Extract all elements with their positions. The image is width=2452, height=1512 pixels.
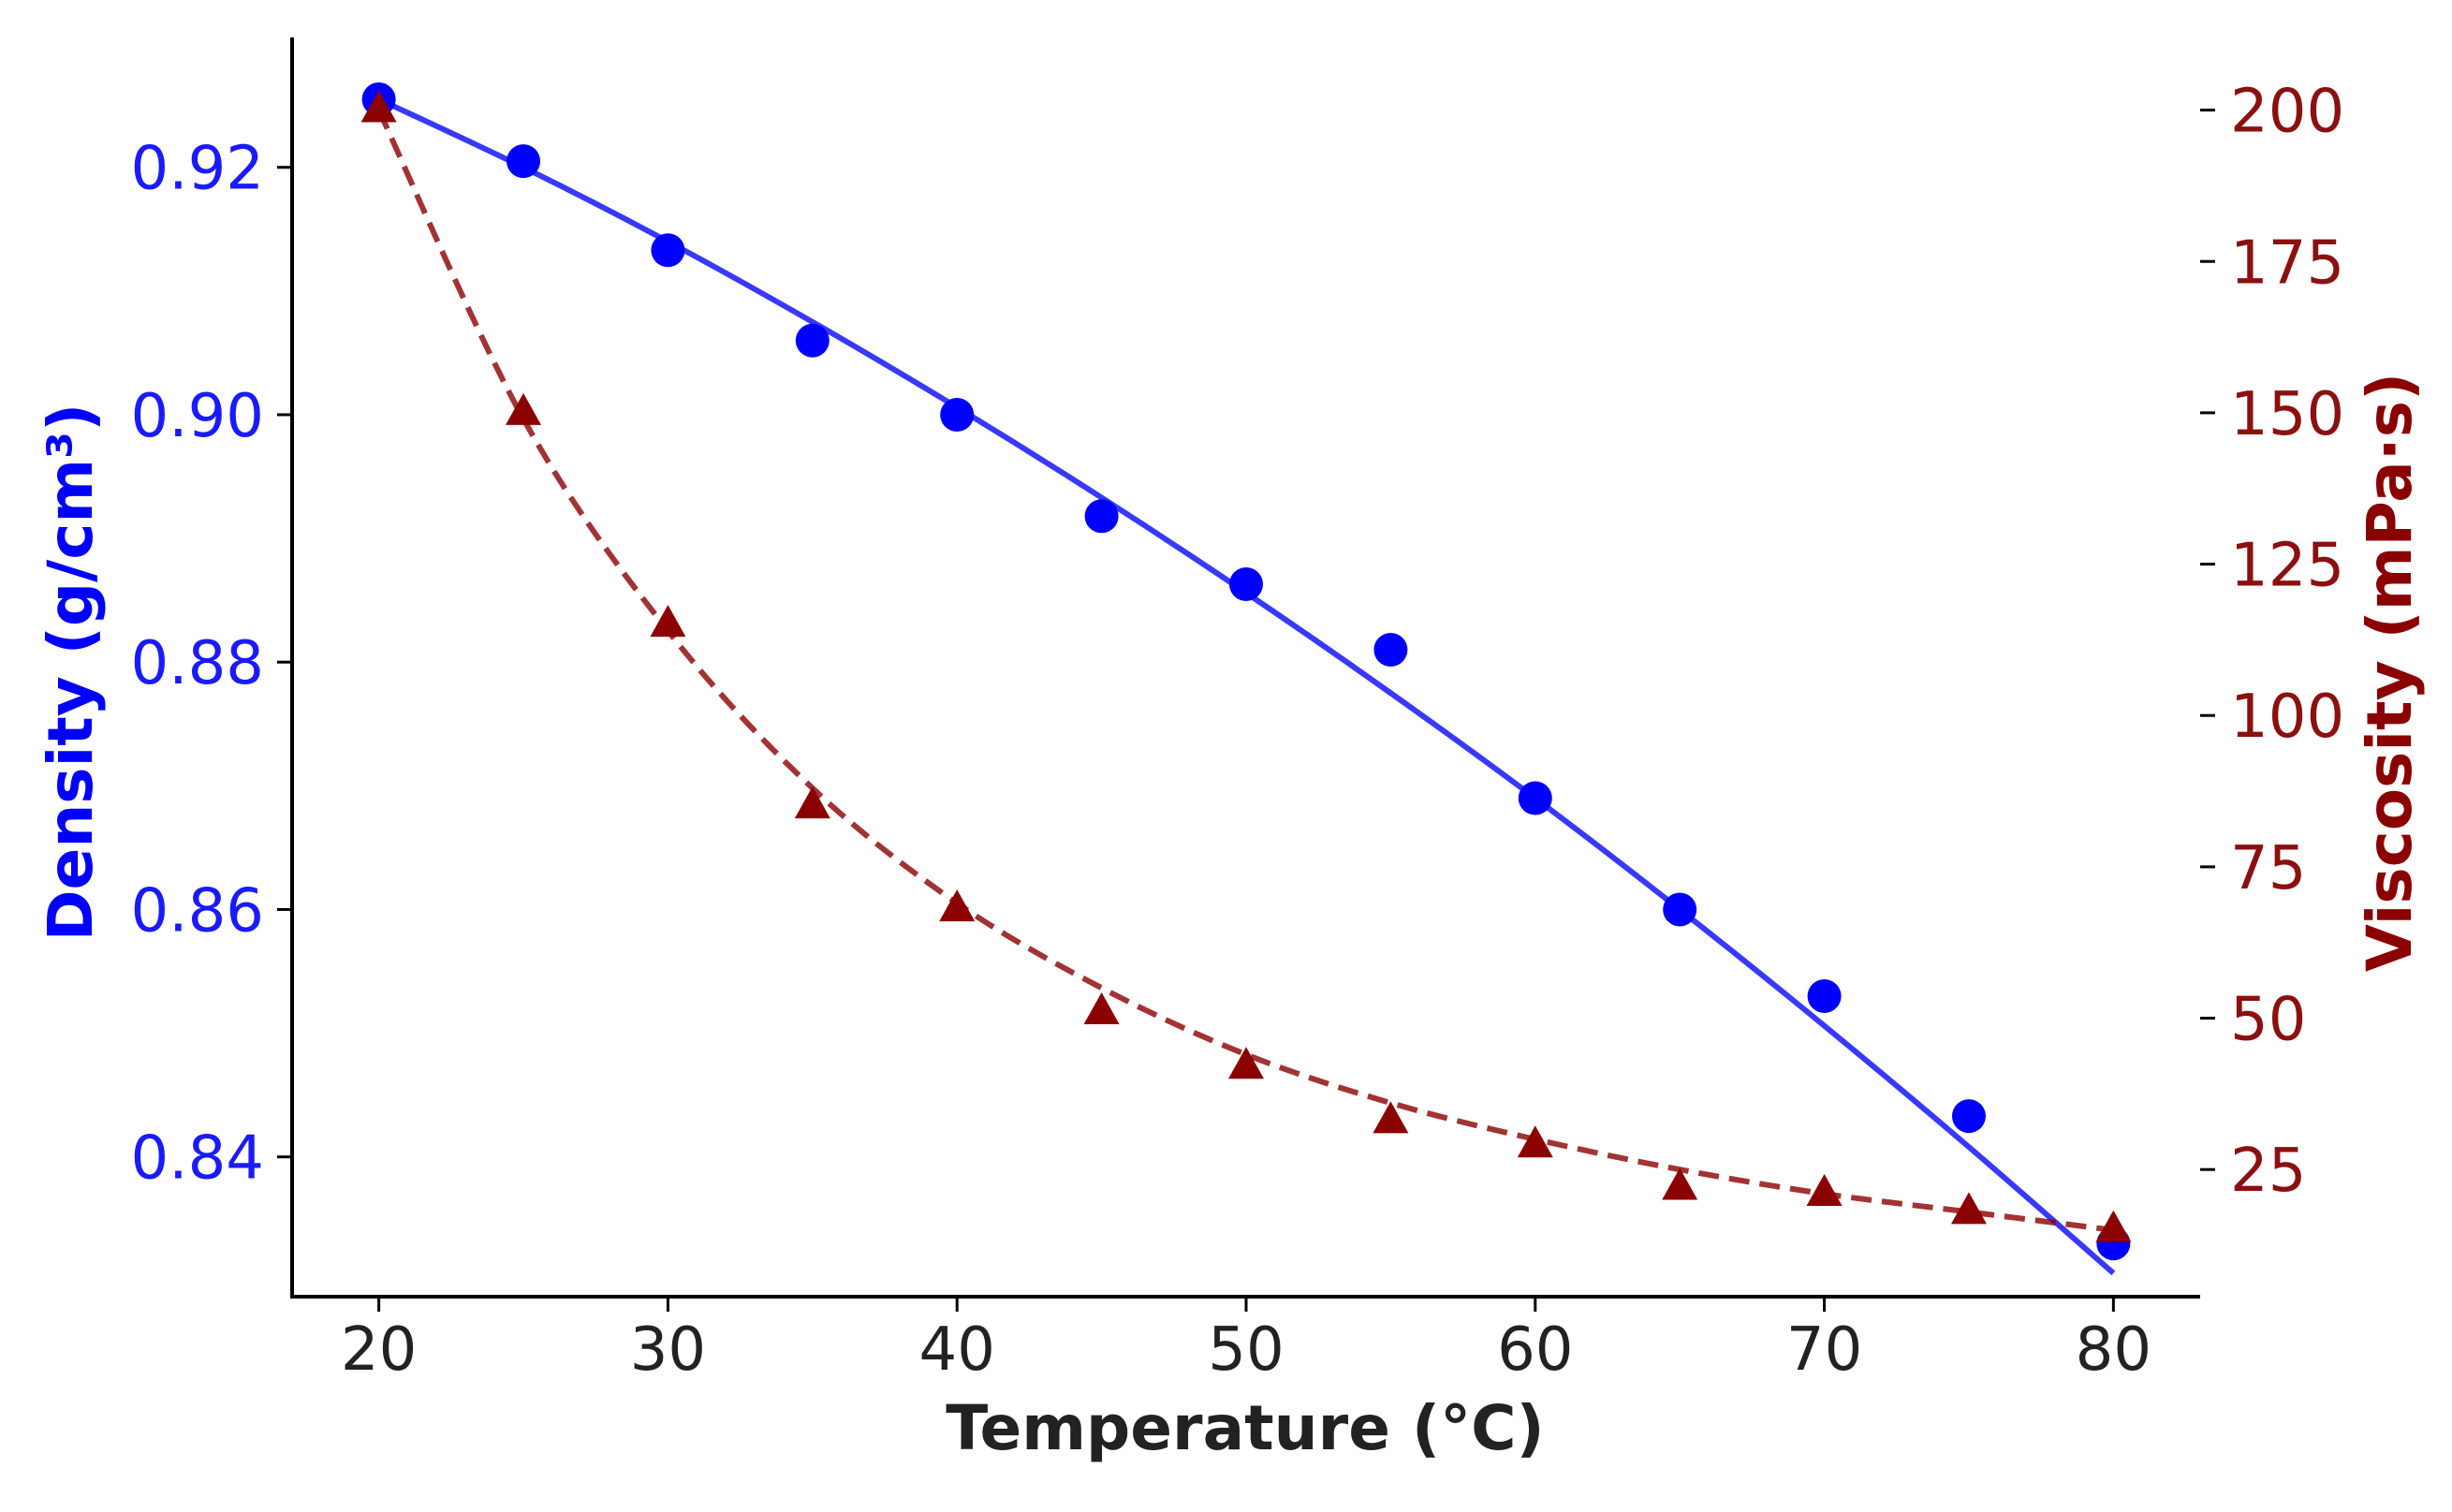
- right-tick-label: 50: [2230, 986, 2306, 1055]
- viscosity-point: [1806, 1173, 1843, 1206]
- viscosity-point: [360, 90, 397, 123]
- viscosity-point: [1228, 1047, 1264, 1079]
- left-tick-label: 0.90: [131, 382, 265, 451]
- right-tick-label: 175: [2230, 228, 2344, 298]
- right-tick-label: 200: [2230, 78, 2344, 147]
- density-point: [940, 397, 975, 432]
- x-tick-label: 30: [630, 1315, 706, 1385]
- x-axis-title: Temperature (°C): [946, 1392, 1544, 1464]
- right-tick-label: 100: [2230, 683, 2344, 752]
- fit-curves-layer: [375, 96, 2116, 1276]
- x-tick-label: 20: [341, 1315, 417, 1385]
- density-point: [1951, 1099, 1986, 1134]
- density-point: [1663, 892, 1697, 927]
- density-fit-line: [377, 96, 2116, 1276]
- right-tick-label: 75: [2230, 834, 2306, 903]
- right-tick-label: 25: [2230, 1137, 2306, 1206]
- viscosity-point: [794, 786, 830, 819]
- data-points-layer: [360, 82, 2132, 1261]
- viscosity-point: [650, 605, 686, 638]
- viscosity-point: [2095, 1210, 2132, 1242]
- x-tick-label: 70: [1786, 1315, 1862, 1385]
- x-tick-label: 50: [1208, 1315, 1284, 1385]
- right-tick-label: 150: [2230, 380, 2344, 449]
- density-point: [795, 323, 830, 358]
- viscosity-point: [1373, 1101, 1409, 1134]
- viscosity-fit-line: [375, 109, 2114, 1233]
- left-axis-title: Density (g/cm³): [35, 404, 107, 941]
- density-point: [507, 144, 541, 179]
- right-tick-label: 125: [2230, 532, 2344, 601]
- density-point: [651, 233, 685, 268]
- x-tick-label: 60: [1497, 1315, 1573, 1385]
- viscosity-point: [1083, 992, 1120, 1025]
- viscosity-point: [1950, 1192, 1987, 1225]
- x-tick-label: 80: [2076, 1315, 2151, 1385]
- left-tick-label: 0.88: [131, 629, 265, 698]
- viscosity-point: [939, 889, 976, 922]
- right-axis-title: Viscosity (mPa·s): [2354, 373, 2426, 972]
- density-point: [1373, 633, 1408, 668]
- ticks-layer: 20 30 40 50 60 70 80 0.84 0.86 0.88 0.90 0.92 25 50 75…: [131, 78, 2345, 1385]
- left-tick-label: 0.84: [131, 1124, 265, 1194]
- density-point: [1084, 499, 1119, 534]
- viscosity-point: [1517, 1125, 1553, 1158]
- density-point: [1807, 978, 1842, 1013]
- left-tick-label: 0.92: [131, 135, 265, 204]
- viscosity-point: [1662, 1167, 1698, 1200]
- density-point: [1229, 566, 1263, 601]
- density-point: [1518, 781, 1552, 815]
- x-tick-label: 40: [918, 1315, 994, 1385]
- axes-layer: [290, 37, 2200, 1299]
- left-tick-label: 0.86: [131, 876, 265, 946]
- viscosity-point: [506, 392, 542, 425]
